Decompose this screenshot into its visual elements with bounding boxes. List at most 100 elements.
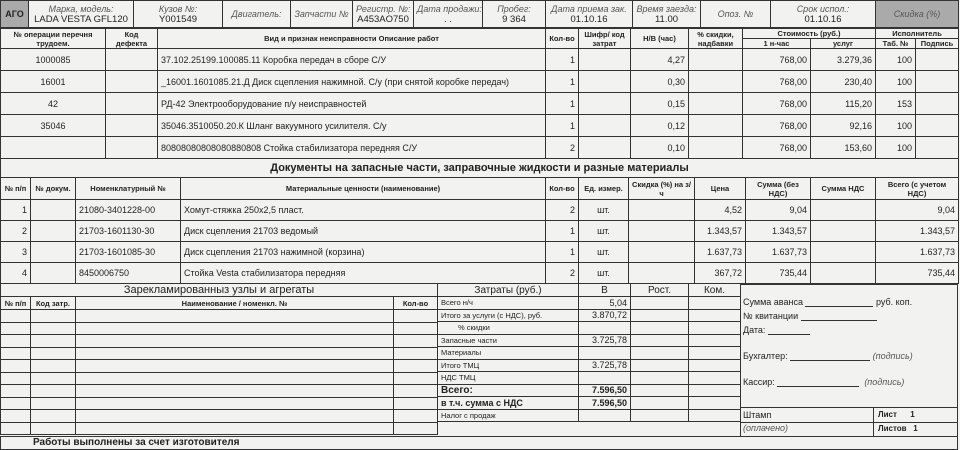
discount (688, 48, 743, 71)
kom-value (688, 333, 741, 347)
paid-label: (оплачено) (743, 423, 789, 433)
cost-value (578, 321, 631, 335)
hour-rate: 768,00 (742, 92, 811, 115)
header-field: Опоз. № (700, 0, 771, 28)
cell-n (0, 371, 31, 385)
col-qty: Кол-во (393, 296, 438, 310)
discount (628, 199, 695, 221)
total: 1.637,73 (874, 241, 960, 263)
field-label: Скидка (%) (893, 9, 941, 19)
vehicle-header: АГО Марка, модель: LADA VESTA GFL120 Кузов … (0, 0, 959, 28)
field-label: Срок испол.: (796, 3, 850, 14)
work-row: 1000085 37.102.25199.100085.11 Коробка пе… (0, 48, 959, 71)
col-rost: Рост. (630, 283, 689, 297)
part-row: 3 21703-1601085-30 Диск сцепления 21703 на… (0, 241, 960, 263)
hour-rate: 768,00 (742, 114, 811, 137)
unit: шт. (578, 199, 629, 221)
tab-number: 153 (875, 92, 916, 115)
cell-code (30, 334, 76, 348)
doc-number (30, 262, 76, 284)
op-number: 42 (0, 92, 106, 115)
field-value: A453AO750 (357, 13, 409, 25)
col-total: Всего (с учетом НДС) (874, 177, 960, 200)
row-number: 4 (0, 262, 31, 284)
row-number: 1 (0, 199, 31, 221)
stamp-label: Штамп (743, 410, 772, 420)
field-label: Опоз. № (717, 9, 754, 19)
field-label: Кузов №: (158, 3, 198, 14)
col-code: Код затр. (30, 296, 76, 310)
field-label: Пробег: (497, 3, 531, 14)
col-price: Цена (694, 177, 746, 200)
field-value: Y001549 (158, 13, 198, 25)
rost-value (630, 383, 689, 397)
kom-value (688, 396, 741, 410)
cell-code (30, 384, 76, 398)
signature-label: (подпись) (872, 351, 913, 361)
cell-name (75, 371, 394, 385)
cost-code (578, 48, 631, 71)
col-op: № операции перечня трудоем. (0, 28, 106, 49)
cell-qty (393, 409, 438, 423)
price: 1.637,73 (694, 241, 746, 263)
header-field: Срок испол.: 01.10.16 (770, 0, 876, 28)
date-label: Дата: (743, 325, 766, 335)
signature (915, 48, 959, 71)
part-row: 2 21703-1601130-30 Диск сцепления 21703 ве… (0, 220, 960, 242)
col-services: услуг (810, 38, 876, 49)
signature (915, 70, 959, 93)
discount (688, 92, 743, 115)
field-label: Марка, модель: (48, 3, 114, 14)
col-nv: Н/В (час) (630, 28, 689, 49)
qty: 2 (545, 136, 579, 159)
cost-label: НДС ТМЦ (437, 371, 579, 385)
sum-no-vat: 9,04 (745, 199, 811, 221)
price: 1.343,57 (694, 220, 746, 242)
defect-code (105, 92, 158, 115)
qty: 1 (545, 220, 579, 242)
cost-label: Итого ТМЦ (437, 358, 579, 372)
claimed-row (0, 384, 438, 398)
part-name: Стойка Vesta стабилизатора передняя (180, 262, 546, 284)
col-sign: Подпись (915, 38, 959, 49)
rost-value (630, 358, 689, 372)
unit: шт. (578, 241, 629, 263)
field-value: . . (444, 13, 452, 25)
discount (688, 136, 743, 159)
op-number: 35046 (0, 114, 106, 137)
signature (915, 114, 959, 137)
sheets-value: 1 (913, 424, 918, 433)
discount (688, 114, 743, 137)
cost-code (578, 114, 631, 137)
cell-n (0, 396, 31, 410)
defect-code (105, 136, 158, 159)
unit: шт. (578, 262, 629, 284)
part-name: Диск сцепления 21703 нажимной (корзина) (180, 241, 546, 263)
field-label: Двигатель: (231, 9, 282, 19)
col-tab: Таб. № (875, 38, 916, 49)
cost-row: Материалы (437, 346, 741, 360)
cell-n (0, 334, 31, 348)
cost-label: Налог с продаж (437, 408, 579, 422)
services-cost: 115,20 (810, 92, 876, 115)
vat-sum (810, 220, 876, 242)
tab-number: 100 (875, 114, 916, 137)
cell-qty (393, 321, 438, 335)
advance-label: Сумма аванса (743, 297, 803, 307)
cell-code (30, 359, 76, 373)
sheet-value: 1 (910, 410, 915, 419)
col-costs: Затраты (руб.) (437, 283, 579, 297)
cell-n (0, 321, 31, 335)
field-value: 11.00 (654, 13, 679, 25)
col-qty: Кол-во (545, 28, 579, 49)
cost-row: Запасные части 3.725,78 (437, 333, 741, 347)
discount (628, 220, 695, 242)
accountant-label: Бухгалтер: (743, 351, 788, 361)
field-label: Дата продажи: (417, 3, 482, 14)
cost-value: 3.725,78 (578, 358, 631, 372)
cell-qty (393, 359, 438, 373)
kom-value (688, 321, 741, 335)
cost-label: Запасные части (437, 333, 579, 347)
defect-code (105, 114, 158, 137)
cost-code (578, 92, 631, 115)
